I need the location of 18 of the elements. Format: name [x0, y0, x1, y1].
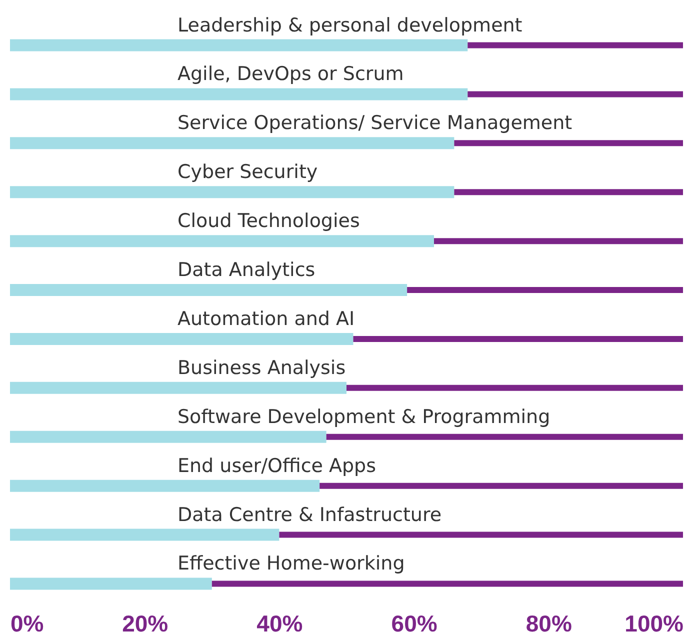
- y-tick-label: Data Centre & Infastructure: [178, 504, 442, 526]
- x-tick-label: 60%: [391, 610, 438, 636]
- y-tick-label: Effective Home-working: [178, 552, 405, 575]
- x-tick-label: 40%: [256, 610, 303, 636]
- y-tick-label: Cyber Security: [178, 161, 318, 184]
- x-tick-label: 20%: [122, 610, 168, 636]
- x-tick-label: 0%: [10, 610, 44, 636]
- y-tick-label: Business Analysis: [178, 356, 346, 379]
- x-tick-label: 100%: [624, 610, 684, 636]
- y-tick-label: Cloud Technologies: [178, 210, 360, 232]
- y-tick-label: Software Development & Programming: [178, 406, 550, 428]
- y-tick-label: Automation and AI: [178, 308, 355, 330]
- y-tick-label: Service Operations/ Service Management: [178, 112, 572, 134]
- x-tick-label: 80%: [526, 610, 572, 636]
- y-tick-label: Data Analytics: [178, 259, 316, 282]
- y-tick-label: End user/Office Apps: [178, 454, 376, 477]
- y-tick-label: Leadership & personal development: [178, 14, 522, 36]
- y-tick-label: Agile, DevOps or Scrum: [178, 63, 404, 86]
